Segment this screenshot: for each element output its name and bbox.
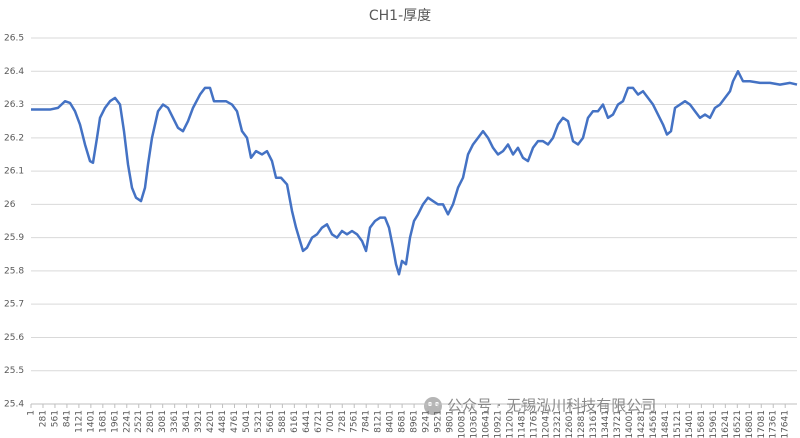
x-tick-label: 5601	[266, 410, 276, 433]
watermark: 公众号 · 无锡泓川科技有限公司	[447, 397, 656, 415]
x-tick-label: 5321	[254, 410, 264, 433]
x-tick-label: 1	[27, 410, 37, 416]
y-tick-label: 25.8	[4, 266, 24, 276]
x-tick-label: 11481	[517, 410, 527, 438]
x-tick-label: 9241	[422, 410, 432, 433]
x-tick-label: 11201	[505, 410, 515, 438]
x-tick-label: 8401	[386, 410, 396, 433]
chart-title: CH1-厚度	[369, 8, 431, 24]
x-tick-label: 3641	[182, 410, 192, 433]
x-tick-label: 1961	[110, 410, 120, 433]
y-tick-label: 26.1	[4, 167, 24, 177]
x-tick-label: 4201	[206, 410, 216, 433]
x-tick-label: 8681	[398, 410, 408, 433]
x-tick-label: 1681	[98, 410, 108, 433]
data-line	[31, 70, 798, 276]
watermark-icon	[424, 397, 442, 415]
x-tick-label: 12321	[553, 410, 563, 438]
x-tick-label: 1401	[86, 410, 96, 433]
x-tick-label: 12881	[577, 410, 587, 438]
x-tick-label: 9801	[445, 410, 455, 433]
x-tick-label: 11761	[529, 410, 539, 438]
x-tick-label: 10361	[469, 410, 479, 438]
x-tick-label: 17361	[769, 410, 779, 438]
x-tick-label: 16801	[745, 410, 755, 438]
x-tick-label: 7841	[362, 410, 372, 433]
x-tick-label: 13441	[601, 410, 611, 438]
y-tick-label: 26.5	[4, 34, 24, 44]
y-tick-label: 25.5	[4, 366, 24, 376]
x-tick-label: 10081	[457, 410, 467, 438]
x-tick-label: 9521	[434, 410, 444, 433]
x-tick-label: 2521	[134, 410, 144, 433]
x-tick-label: 17081	[757, 410, 767, 438]
x-tick-label: 7281	[338, 410, 348, 433]
x-tick-label: 10921	[493, 410, 503, 438]
x-tick-label: 14001	[625, 410, 635, 438]
x-tick-label: 16521	[733, 410, 743, 438]
x-tick-label: 7001	[326, 410, 336, 433]
x-tick-label: 16241	[721, 410, 731, 438]
x-tick-label: 7561	[350, 410, 360, 433]
y-tick-label: 26.4	[4, 67, 24, 77]
x-tick-label: 8961	[410, 410, 420, 433]
y-tick-label: 25.4	[4, 400, 24, 410]
x-tick-label: 12041	[541, 410, 551, 438]
x-tick-label: 4761	[230, 410, 240, 433]
x-tick-label: 841	[62, 410, 72, 427]
y-tick-label: 26.3	[4, 100, 24, 110]
y-tick-label: 26	[4, 200, 16, 210]
y-tick-label: 25.7	[4, 300, 24, 310]
x-tick-label: 3361	[170, 410, 180, 433]
x-tick-label: 13161	[589, 410, 599, 438]
x-tick-label: 2241	[122, 410, 132, 433]
x-tick-label: 14561	[649, 410, 659, 438]
x-tick-label: 15121	[673, 410, 683, 438]
x-tick-label: 8121	[374, 410, 384, 433]
y-tick-label: 26.2	[4, 133, 24, 143]
x-tick-label: 6721	[314, 410, 324, 433]
x-tick-label: 14841	[661, 410, 671, 438]
x-tick-label: 12601	[565, 410, 575, 438]
x-tick-label: 14281	[637, 410, 647, 438]
x-tick-label: 4481	[218, 410, 228, 433]
x-tick-label: 13721	[613, 410, 623, 438]
x-tick-label: 15681	[697, 410, 707, 438]
x-tick-label: 6161	[290, 410, 300, 433]
x-tick-label: 15401	[685, 410, 695, 438]
x-tick-label: 1121	[74, 410, 84, 433]
x-tick-label: 5881	[278, 410, 288, 433]
x-tick-label: 561	[50, 410, 60, 427]
x-tick-label: 281	[38, 410, 48, 427]
y-tick-label: 25.6	[4, 333, 24, 343]
x-tick-label: 17641	[781, 410, 791, 438]
x-tick-label: 3081	[158, 410, 168, 433]
x-tick-label: 2801	[146, 410, 156, 433]
x-tick-label: 5041	[242, 410, 252, 433]
x-tick-label: 3921	[194, 410, 204, 433]
y-tick-label: 25.9	[4, 233, 24, 243]
x-tick-label: 15961	[709, 410, 719, 438]
x-tick-label: 10641	[481, 410, 491, 438]
x-tick-label: 6441	[302, 410, 312, 433]
